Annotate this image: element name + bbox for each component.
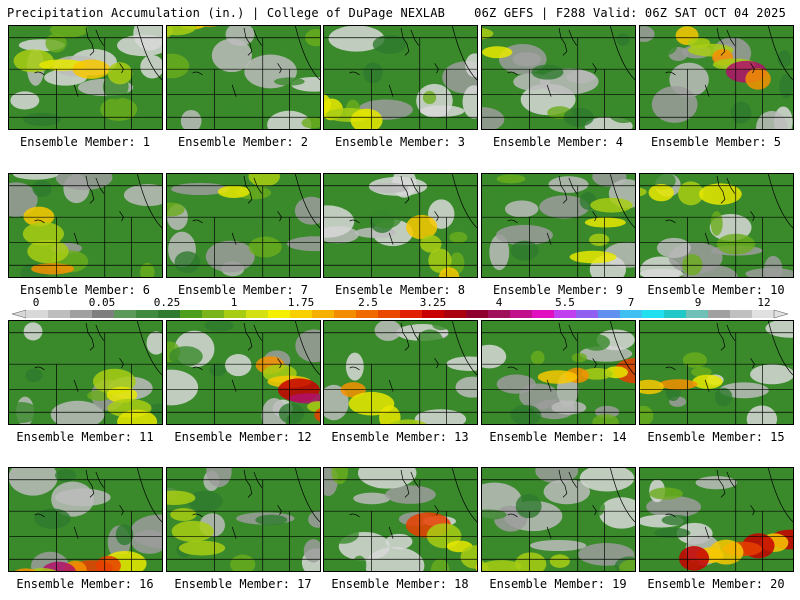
member-label: Ensemble Member: 20	[647, 577, 785, 591]
member-label: Ensemble Member: 11	[16, 430, 154, 444]
ensemble-member-map	[8, 320, 163, 425]
ensemble-member-map	[323, 173, 478, 278]
ensemble-member-map	[8, 25, 163, 130]
ensemble-member-map	[323, 467, 478, 572]
colorbar-swatch	[136, 310, 159, 318]
colorbar-swatch	[312, 310, 335, 318]
member-label: Ensemble Member: 16	[16, 577, 154, 591]
ensemble-member-map	[481, 25, 636, 130]
colorbar-swatch	[400, 310, 423, 318]
member-label: Ensemble Member: 5	[650, 135, 782, 149]
colorbar-swatch	[224, 310, 247, 318]
colorbar-swatch	[268, 310, 291, 318]
member-label: Ensemble Member: 6	[19, 283, 151, 297]
colorbar-swatch	[620, 310, 643, 318]
ensemble-member-map	[166, 25, 321, 130]
ensemble-member-map	[8, 173, 163, 278]
colorbar-swatch	[510, 310, 533, 318]
member-label: Ensemble Member: 14	[489, 430, 627, 444]
colorbar-tick-label: 0	[33, 296, 40, 309]
ensemble-member-map	[639, 173, 794, 278]
colorbar-swatch	[708, 310, 731, 318]
member-label: Ensemble Member: 13	[331, 430, 469, 444]
ensemble-member-map	[481, 173, 636, 278]
colorbar-swatch	[70, 310, 93, 318]
member-label: Ensemble Member: 3	[334, 135, 466, 149]
colorbar-tick-label: 0.05	[89, 296, 116, 309]
colorbar-swatch	[378, 310, 401, 318]
ensemble-member-map	[323, 320, 478, 425]
colorbar-swatch	[444, 310, 467, 318]
ensemble-member-map	[481, 467, 636, 572]
colorbar-swatch	[686, 310, 709, 318]
colorbar-swatch	[532, 310, 555, 318]
member-label: Ensemble Member: 2	[177, 135, 309, 149]
run-valid-time: 06Z GEFS | F288 Valid: 06Z SAT OCT 04 20…	[474, 6, 786, 20]
ensemble-member-map	[166, 320, 321, 425]
colorbar-swatch	[598, 310, 621, 318]
member-label: Ensemble Member: 8	[334, 283, 466, 297]
colorbar-swatch	[334, 310, 357, 318]
colorbar-swatch	[158, 310, 181, 318]
colorbar-tick-label: 9	[695, 296, 702, 309]
colorbar-swatch	[466, 310, 489, 318]
precip-colorbar: 0 0.05 0.25 1 1.75 2.5 3.25 4 5.5 7 9 12	[11, 296, 789, 319]
colorbar-swatch	[576, 310, 599, 318]
colorbar-swatch	[730, 310, 753, 318]
colorbar-swatch	[488, 310, 511, 318]
ensemble-member-map	[639, 467, 794, 572]
colorbar-tick-label: 4	[496, 296, 503, 309]
colorbar-swatch	[48, 310, 71, 318]
ensemble-member-map	[639, 25, 794, 130]
colorbar-swatch	[642, 310, 665, 318]
member-label: Ensemble Member: 12	[174, 430, 312, 444]
member-label: Ensemble Member: 18	[331, 577, 469, 591]
colorbar-tick-label: 12	[757, 296, 770, 309]
colorbar-swatch	[92, 310, 115, 318]
member-label: Ensemble Member: 1	[19, 135, 151, 149]
colorbar-tick-label: 5.5	[555, 296, 575, 309]
colorbar-swatch	[356, 310, 379, 318]
colorbar-tick-label: 1	[231, 296, 238, 309]
colorbar-min-arrow	[11, 309, 27, 319]
ensemble-member-map	[639, 320, 794, 425]
product-title: Precipitation Accumulation (in.) | Colle…	[7, 6, 446, 20]
colorbar-tick-label: 1.75	[288, 296, 315, 309]
colorbar-swatch	[202, 310, 225, 318]
colorbar-swatch	[422, 310, 445, 318]
member-label: Ensemble Member: 4	[492, 135, 624, 149]
colorbar-max-arrow	[773, 309, 789, 319]
member-label: Ensemble Member: 9	[492, 283, 624, 297]
member-label: Ensemble Member: 10	[647, 283, 785, 297]
colorbar-tick-label: 0.25	[154, 296, 181, 309]
ensemble-member-map	[481, 320, 636, 425]
member-label: Ensemble Member: 15	[647, 430, 785, 444]
ensemble-member-map	[323, 25, 478, 130]
member-label: Ensemble Member: 19	[489, 577, 627, 591]
colorbar-swatch	[26, 310, 49, 318]
colorbar-tick-label: 2.5	[358, 296, 378, 309]
colorbar-swatch	[114, 310, 137, 318]
colorbar-swatch	[752, 310, 775, 318]
colorbar-swatch	[246, 310, 269, 318]
member-label: Ensemble Member: 17	[174, 577, 312, 591]
ensemble-member-map	[8, 467, 163, 572]
ensemble-member-map	[166, 173, 321, 278]
colorbar-swatch	[290, 310, 313, 318]
ensemble-member-map	[166, 467, 321, 572]
colorbar-swatch	[664, 310, 687, 318]
colorbar-tick-label: 3.25	[420, 296, 447, 309]
colorbar-swatch	[554, 310, 577, 318]
colorbar-swatch	[180, 310, 203, 318]
member-label: Ensemble Member: 7	[177, 283, 309, 297]
colorbar-tick-label: 7	[628, 296, 635, 309]
